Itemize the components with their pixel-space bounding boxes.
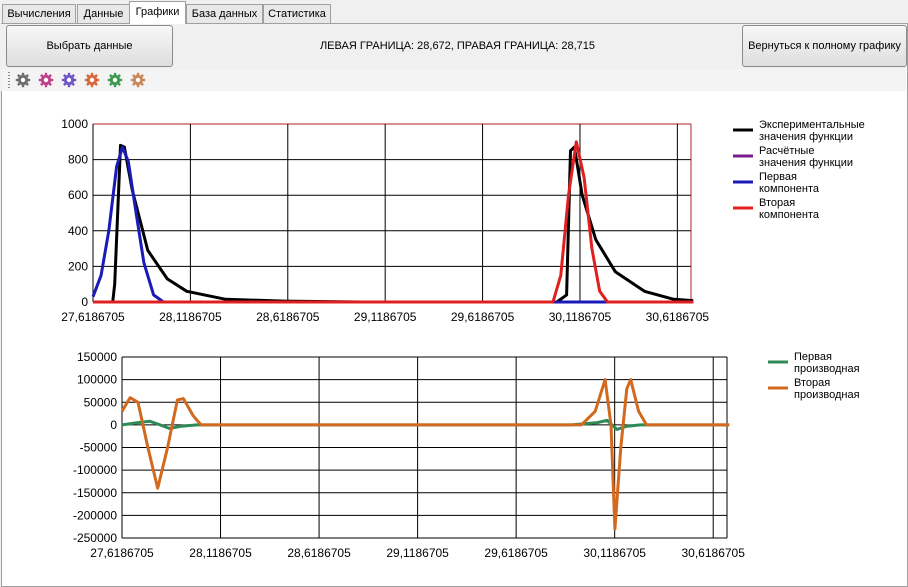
legend-label: Экспериментальные значения функции — [759, 119, 865, 143]
y-tick-label: 50000 — [84, 395, 118, 409]
x-tick-label: 28,1186705 — [159, 310, 222, 324]
x-tick-label: 29,1186705 — [354, 310, 417, 324]
x-tick-label: 27,6186705 — [90, 546, 154, 560]
y-tick-label: -200000 — [73, 508, 117, 522]
bounds-label: ЛЕВАЯ ГРАНИЦА: 28,672, ПРАВАЯ ГРАНИЦА: 2… — [319, 40, 596, 52]
y-tick-label: 100000 — [77, 373, 117, 387]
legend-label: Вторая компонента — [759, 197, 820, 221]
tab-data[interactable]: Данные — [77, 4, 130, 23]
y-tick-label: 150000 — [77, 350, 117, 364]
x-tick-label: 29,6186705 — [484, 546, 548, 560]
y-tick-label: 0 — [110, 418, 117, 432]
chart-toolbar — [1, 69, 906, 91]
gear-icon[interactable] — [84, 72, 100, 88]
y-tick-label: 1000 — [61, 117, 88, 131]
x-tick-label: 30,1186705 — [583, 546, 646, 560]
x-tick-label: 28,6186705 — [256, 310, 320, 324]
series-line — [91, 145, 694, 304]
gear-icon[interactable] — [107, 72, 123, 88]
gear-icon[interactable] — [130, 72, 146, 88]
legend-label: Расчётные значения функции — [759, 145, 853, 169]
tab-statistics[interactable]: Статистика — [263, 4, 331, 23]
tab-calculations[interactable]: Вычисления — [2, 4, 76, 23]
gear-icon[interactable] — [15, 72, 31, 88]
x-tick-label: 30,6186705 — [646, 310, 710, 324]
y-tick-label: -50000 — [80, 441, 118, 455]
tab-database[interactable]: База данных — [186, 4, 263, 23]
select-data-button[interactable]: Выбрать данные — [6, 25, 173, 67]
y-tick-label: 800 — [68, 153, 88, 167]
tab-strip: Вычисления Данные Графики База данных Ст… — [0, 0, 908, 24]
y-tick-label: -250000 — [73, 531, 117, 545]
tab-graphs[interactable]: Графики — [129, 1, 186, 24]
x-tick-label: 28,6186705 — [287, 546, 351, 560]
x-tick-label: 29,6186705 — [451, 310, 515, 324]
gear-icon[interactable] — [38, 72, 54, 88]
legend-label: Первая производная — [794, 351, 860, 375]
series-line — [120, 378, 730, 531]
y-tick-label: 200 — [68, 259, 88, 273]
full-chart-button[interactable]: Вернуться к полному графику — [742, 25, 907, 67]
legend-label: Первая компонента — [759, 171, 820, 195]
gear-icon[interactable] — [61, 72, 77, 88]
y-tick-label: 0 — [81, 295, 88, 309]
series-line — [93, 140, 694, 304]
x-tick-label: 30,6186705 — [682, 546, 746, 560]
toolbar-grip — [8, 72, 10, 88]
series-line — [93, 143, 694, 304]
x-tick-label: 27,6186705 — [61, 310, 125, 324]
x-tick-label: 30,1186705 — [549, 310, 612, 324]
legend-label: Вторая производная — [794, 377, 860, 401]
x-tick-label: 29,1186705 — [386, 546, 449, 560]
x-tick-label: 28,1186705 — [189, 546, 252, 560]
y-tick-label: 400 — [68, 224, 88, 238]
y-tick-label: 600 — [68, 188, 88, 202]
y-tick-label: -100000 — [73, 463, 117, 477]
y-tick-label: -150000 — [73, 486, 117, 500]
